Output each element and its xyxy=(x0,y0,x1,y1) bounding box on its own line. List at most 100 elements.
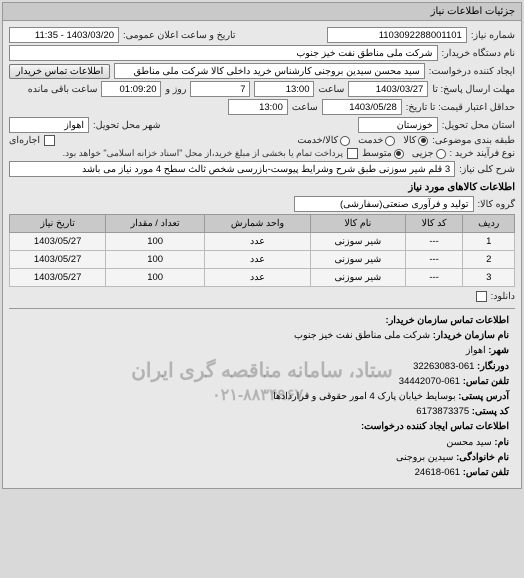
city-value: اهواز xyxy=(9,117,89,133)
contact-title: اطلاعات تماس سازمان خریدار: xyxy=(386,315,509,326)
table-cell: 1403/05/27 xyxy=(10,233,106,251)
table-cell: 1 xyxy=(463,233,515,251)
col-date: تاریخ نیاز xyxy=(10,215,106,233)
buyer-org-label: نام دستگاه خریدار: xyxy=(442,48,516,59)
download-label: دانلود: xyxy=(491,291,515,302)
table-cell: عدد xyxy=(205,233,311,251)
contact-phone-label: تلفن تماس: xyxy=(463,376,509,387)
contact-city: اهواز xyxy=(466,345,486,356)
table-cell: 1403/05/27 xyxy=(10,269,106,287)
row-deadline: مهلت ارسال پاسخ: تا 1403/03/27 ساعت 13:0… xyxy=(9,81,515,97)
row-classification: طبقه بندی موضوعی: کالا خدمت کالا/خدمت اج… xyxy=(9,135,515,146)
col-name: نام کالا xyxy=(310,215,405,233)
table-cell: 100 xyxy=(106,269,205,287)
table-cell: --- xyxy=(405,269,463,287)
table-row: 1---شیر سوزنیعدد1001403/05/27 xyxy=(10,233,515,251)
need-no-label: شماره نیاز: xyxy=(471,30,515,41)
goods-group-value: تولید و فرآوری صنعتی(سفارشی) xyxy=(294,196,474,212)
contact-fax-label: دورنگار: xyxy=(477,361,509,372)
contact-cphone: 061-24618 xyxy=(415,467,460,478)
radio-dot-icon xyxy=(436,149,446,159)
contact-city-label: شهر: xyxy=(488,345,509,356)
table-cell: عدد xyxy=(205,269,311,287)
buyer-org-value: شرکت ملی مناطق نفت خیز جنوب xyxy=(9,45,438,61)
goods-group-label: گروه کالا: xyxy=(478,199,515,210)
city-label: شهر محل تحویل: xyxy=(93,120,160,131)
class-label: طبقه بندی موضوعی: xyxy=(432,135,515,146)
class-radio-both[interactable]: کالا/خدمت xyxy=(297,135,350,146)
deadline-time-label: ساعت xyxy=(318,84,344,95)
deadline-time: 13:00 xyxy=(254,81,314,97)
row-subject: شرح کلی نیاز: 3 قلم شیر سوزنی طبق شرح وش… xyxy=(9,161,515,177)
province-label: استان محل تحویل: xyxy=(442,120,515,131)
buyer-contact-button[interactable]: اطلاعات تماس خریدار xyxy=(9,64,110,79)
download-checkbox[interactable] xyxy=(476,291,487,302)
panel-body: شماره نیاز: 1103092288001101 تاریخ و ساع… xyxy=(3,21,521,488)
row-requester: ایجاد کننده درخواست: سید محسن سیدین بروج… xyxy=(9,63,515,79)
announce-value: 1403/03/20 - 11:35 xyxy=(9,27,119,43)
process-note: پرداخت تمام یا بخشی از مبلغ خرید،از محل … xyxy=(63,148,343,159)
treasury-checkbox[interactable] xyxy=(347,148,358,159)
radio-dot-icon xyxy=(340,136,350,146)
row-location: استان محل تحویل: خوزستان شهر محل تحویل: … xyxy=(9,117,515,133)
table-cell: 100 xyxy=(106,251,205,269)
requester-value: سید محسن سیدین بروجنی کارشناس خرید داخلی… xyxy=(114,63,425,79)
contact-org: شرکت ملی مناطق نفت خیز جنوب xyxy=(294,330,430,341)
radio-dot-icon xyxy=(418,136,428,146)
panel-header: جزئیات اطلاعات نیاز xyxy=(3,3,521,21)
need-details-panel: جزئیات اطلاعات نیاز شماره نیاز: 11030922… xyxy=(2,2,522,489)
province-value: خوزستان xyxy=(358,117,438,133)
table-cell: شیر سوزنی xyxy=(310,233,405,251)
table-cell: --- xyxy=(405,233,463,251)
subject-label: شرح کلی نیاز: xyxy=(459,164,515,175)
row-process: نوع فرآیند خرید : جزیی متوسط پرداخت تمام… xyxy=(9,148,515,159)
process-radio-minor[interactable]: جزیی xyxy=(412,148,446,159)
table-cell: 2 xyxy=(463,251,515,269)
radio-dot-icon xyxy=(394,149,404,159)
table-cell: عدد xyxy=(205,251,311,269)
table-cell: 3 xyxy=(463,269,515,287)
row-need-number: شماره نیاز: 1103092288001101 تاریخ و ساع… xyxy=(9,27,515,43)
row-goods-group: گروه کالا: تولید و فرآوری صنعتی(سفارشی) xyxy=(9,196,515,212)
contact-zip-label: کد پستی: xyxy=(472,406,509,417)
requester-label: ایجاد کننده درخواست: xyxy=(429,66,515,77)
contact-org-label: نام سازمان خریدار: xyxy=(433,330,509,341)
class-radio-group: کالا خدمت کالا/خدمت xyxy=(297,135,428,146)
deadline-label: مهلت ارسال پاسخ: تا xyxy=(432,84,515,95)
process-label: نوع فرآیند خرید : xyxy=(450,148,515,159)
contact-fax: 061-32263083 xyxy=(413,361,474,372)
table-row: 2---شیر سوزنیعدد1001403/05/27 xyxy=(10,251,515,269)
validity-time-label: ساعت xyxy=(292,102,318,113)
process-opt-1: متوسط xyxy=(362,148,392,159)
class-radio-goods[interactable]: کالا xyxy=(403,135,428,146)
deadline-days: 7 xyxy=(190,81,250,97)
row-buyer-org: نام دستگاه خریدار: شرکت ملی مناطق نفت خی… xyxy=(9,45,515,61)
validity-time: 13:00 xyxy=(228,99,288,115)
contact-addr-label: آدرس پستی: xyxy=(458,391,509,402)
table-cell: شیر سوزنی xyxy=(310,269,405,287)
class-opt-1: خدمت xyxy=(358,135,383,146)
contact-block: اطلاعات تماس سازمان خریدار: نام سازمان خ… xyxy=(9,309,515,484)
contact-addr: بوسایط خیابان پارک 4 امور حقوقی و قراردا… xyxy=(273,391,456,402)
col-unit: واحد شمارش xyxy=(205,215,311,233)
contact-phone: 061-34442070 xyxy=(399,376,460,387)
goods-table: ردیف کد کالا نام کالا واحد شمارش تعداد /… xyxy=(9,214,515,287)
table-cell: 1403/05/27 xyxy=(10,251,106,269)
remain-time: 01:09:20 xyxy=(101,81,161,97)
process-radio-medium[interactable]: متوسط xyxy=(362,148,404,159)
requester-contact-title: اطلاعات تماس ایجاد کننده درخواست: xyxy=(361,421,509,432)
col-qty: تعداد / مقدار xyxy=(106,215,205,233)
contact-zip: 6173873375 xyxy=(416,406,469,417)
contact-lname-label: نام خانوادگی: xyxy=(456,452,509,463)
rental-label: اجاره‌ای xyxy=(9,135,40,146)
validity-label: حداقل اعتبار قیمت: تا تاریخ: xyxy=(406,102,515,113)
contact-cphone-label: تلفن تماس: xyxy=(463,467,509,478)
process-radio-group: جزیی متوسط xyxy=(362,148,446,159)
class-radio-service[interactable]: خدمت xyxy=(358,135,395,146)
class-opt-2: کالا/خدمت xyxy=(297,135,338,146)
row-download: دانلود: xyxy=(9,291,515,302)
rental-checkbox[interactable] xyxy=(44,135,55,146)
days-label: روز و xyxy=(165,84,186,95)
need-no-value: 1103092288001101 xyxy=(327,27,467,43)
goods-section-title: اطلاعات کالاهای مورد نیاز xyxy=(9,182,515,193)
